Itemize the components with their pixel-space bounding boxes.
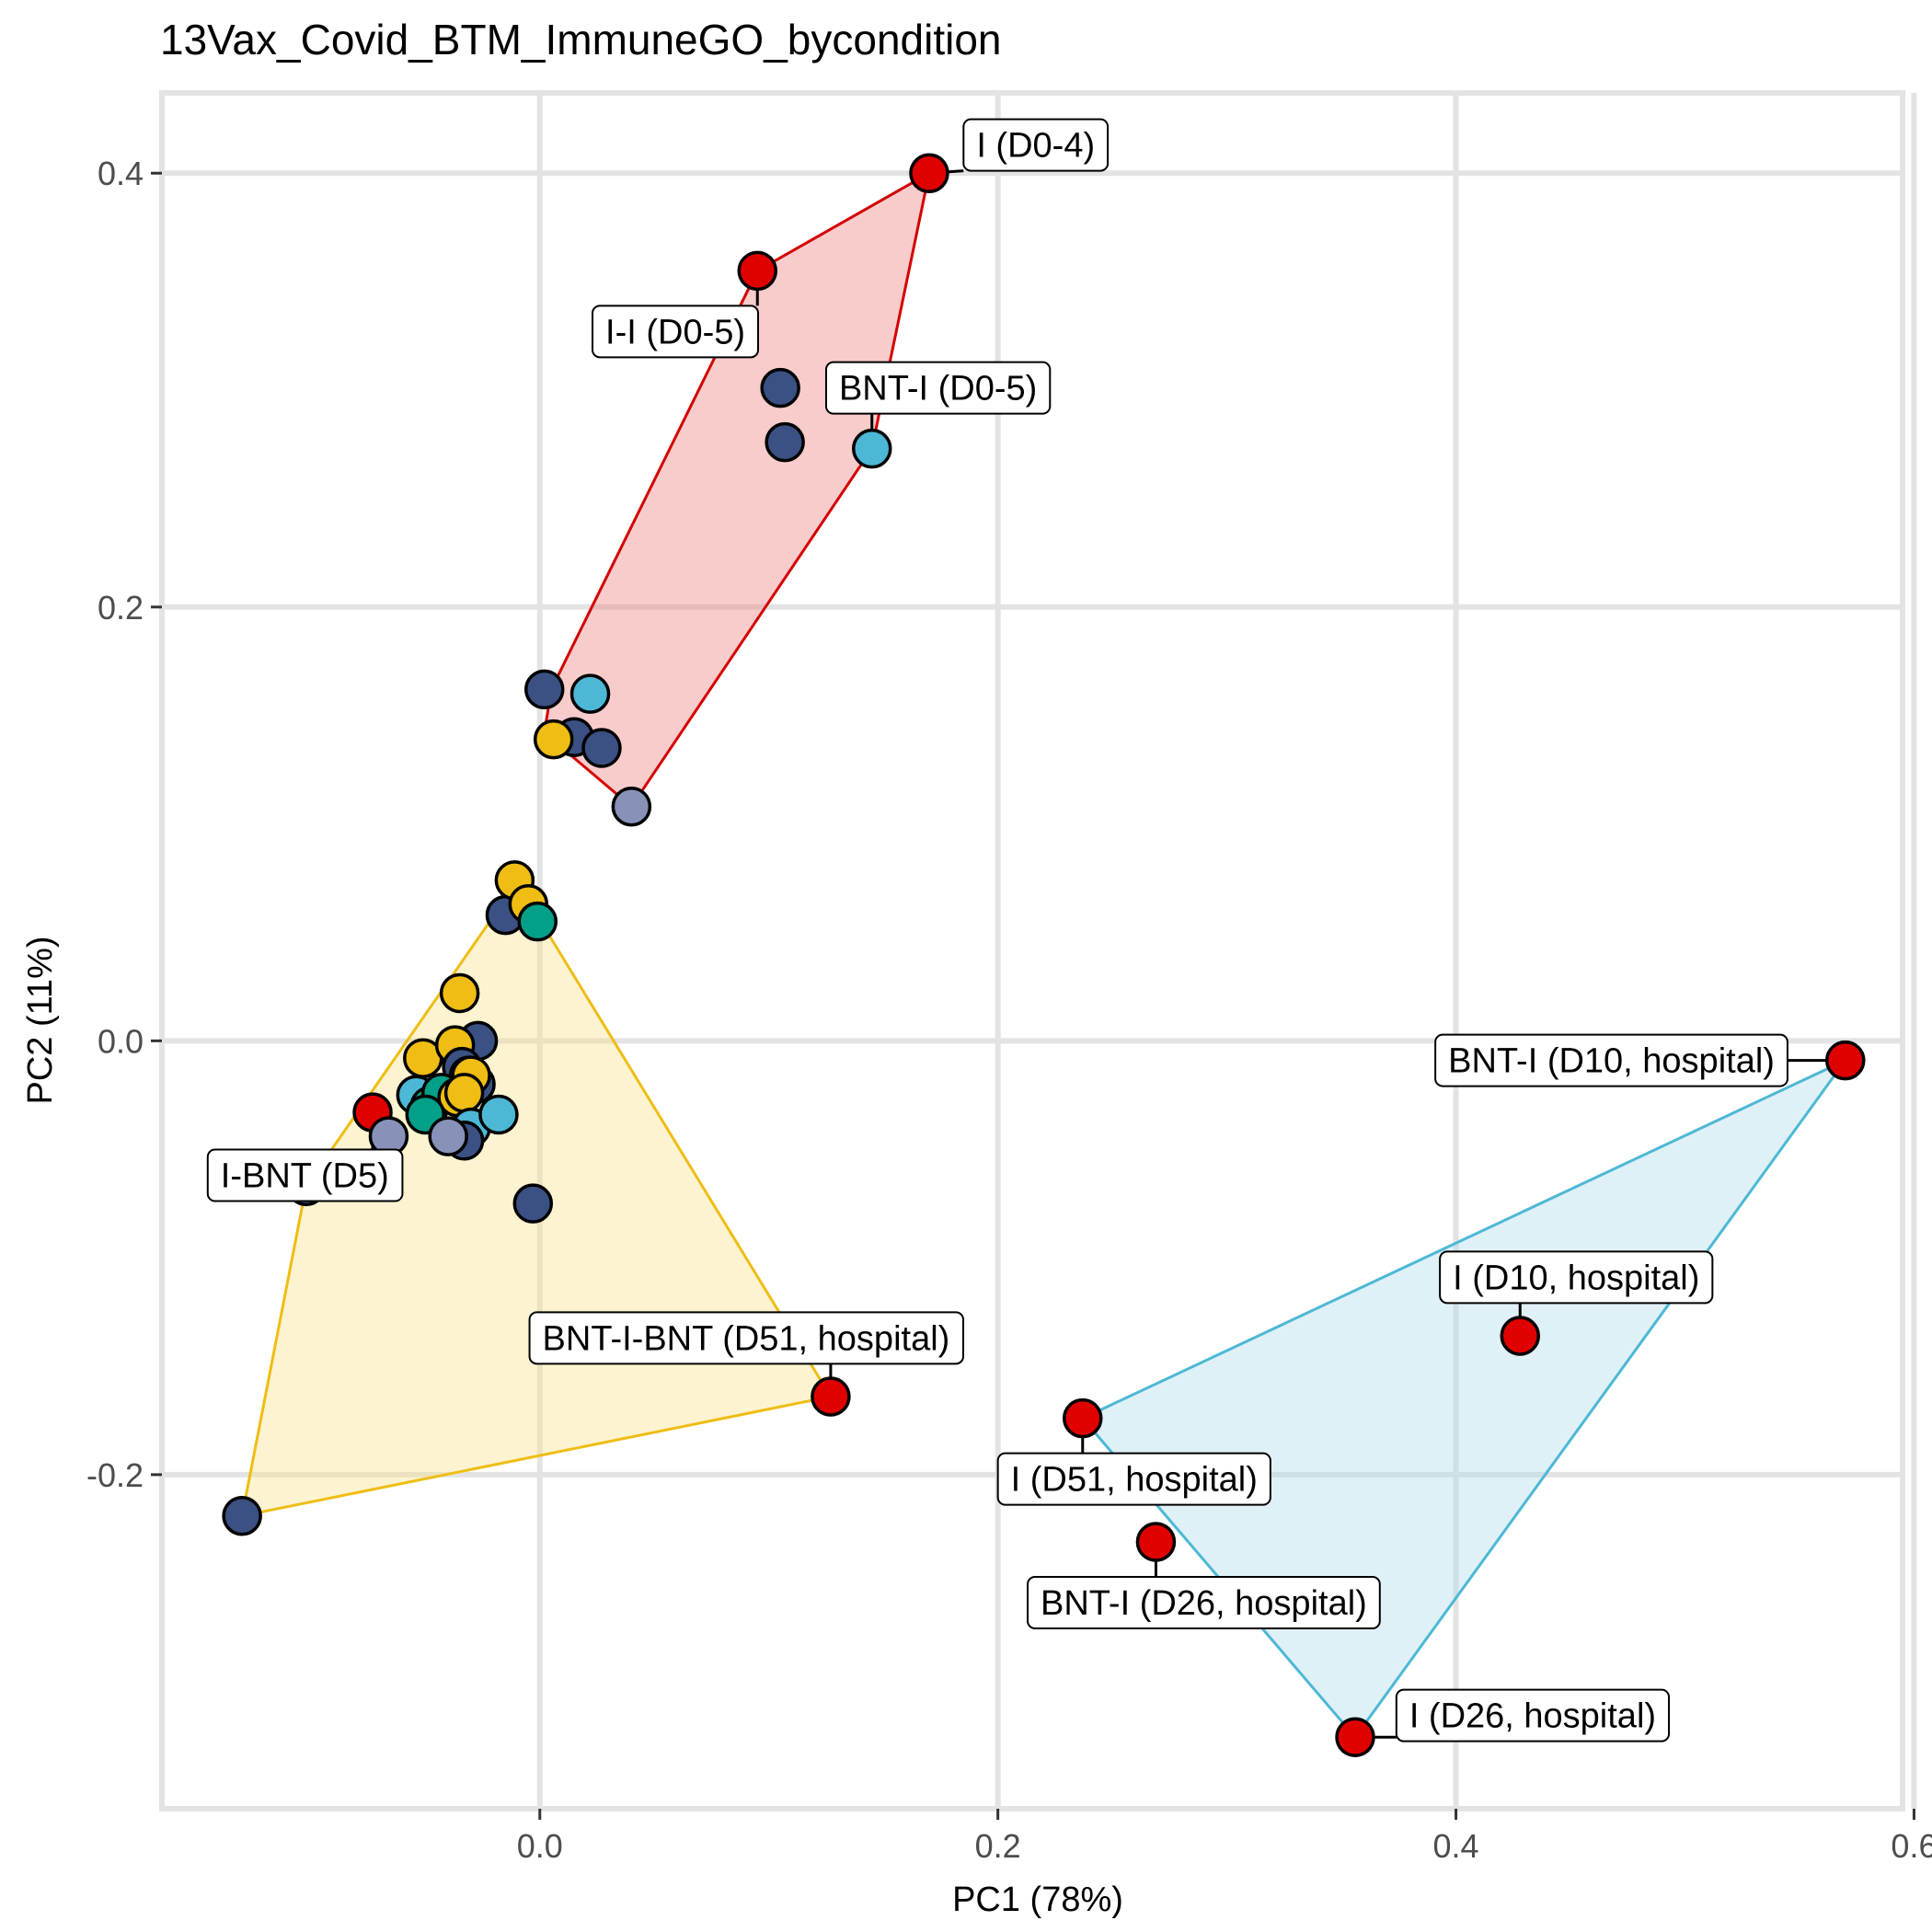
data-point-8 (581, 728, 622, 768)
x-tick-label-1: 0.2 (975, 1827, 1021, 1865)
y-axis-title: PC2 (11%) (21, 936, 60, 1104)
x-axis-title: PC1 (78%) (952, 1880, 1123, 1919)
panel-border (159, 90, 1905, 1811)
data-points (222, 153, 1866, 1757)
data-point-39 (1825, 1040, 1866, 1081)
x-tick-label-0: 0.0 (517, 1827, 563, 1865)
data-point-10 (611, 786, 652, 827)
label-box-7 (996, 1452, 1271, 1506)
point-label-5: BNT-I (D10, hospital) (1448, 1042, 1775, 1081)
data-point-6 (569, 673, 611, 714)
x-axis-ticks: 0.0 0.2 0.4 0.6 (517, 1809, 1932, 1865)
panel-background (162, 93, 1903, 1809)
point-label-6: I (D10, hospital) (1453, 1259, 1699, 1297)
data-point-5 (523, 669, 565, 710)
data-point-38 (222, 1495, 262, 1536)
label-box-4 (528, 1311, 964, 1365)
data-point-1 (737, 250, 778, 292)
data-point-37 (811, 1376, 851, 1417)
panel-frame (159, 90, 1905, 1811)
label-box-2 (824, 361, 1052, 415)
data-point-2 (760, 367, 800, 408)
data-point-32 (428, 1116, 468, 1156)
point-label-7: I (D51, hospital) (1011, 1461, 1258, 1500)
point-labels: I (D0-4) I-I (D0-5) BNT-I (D0-5) I-BNT (D5)… (206, 118, 1788, 1742)
y-tick-label-3: 0.4 (98, 155, 144, 192)
x-tick-label-3: 0.6 (1891, 1827, 1932, 1865)
data-point-42 (1135, 1522, 1177, 1562)
label-box-5 (1434, 1033, 1788, 1087)
data-point-43 (1335, 1717, 1375, 1757)
label-box-9 (1395, 1688, 1671, 1742)
label-box-3 (206, 1148, 404, 1202)
x-tick-label-2: 0.4 (1433, 1827, 1479, 1865)
point-label-3: I-BNT (D5) (221, 1157, 389, 1196)
data-point-14 (517, 901, 558, 942)
plot-panel (162, 93, 1903, 1809)
label-box-6 (1439, 1250, 1714, 1305)
y-tick-label-1: 0.0 (98, 1022, 144, 1060)
y-axis-ticks: -0.2 0.0 0.2 0.4 (86, 155, 162, 1494)
label-box-8 (1027, 1576, 1381, 1630)
label-box-1 (592, 305, 760, 359)
point-label-1: I-I (D0-5) (605, 313, 745, 351)
data-point-9 (533, 719, 574, 760)
chart-title: 13Vax_Covid_BTM_ImmuneGO_bycondition (160, 16, 1002, 63)
data-point-27 (443, 1073, 485, 1113)
label-box-0 (962, 118, 1110, 172)
point-label-8: BNT-I (D26, hospital) (1041, 1584, 1367, 1623)
point-label-2: BNT-I (D0-5) (839, 370, 1037, 408)
y-tick-label-2: 0.2 (98, 589, 144, 627)
point-label-4: BNT-I-BNT (D51, hospital) (543, 1319, 950, 1358)
data-point-40 (1500, 1316, 1541, 1356)
data-point-30 (478, 1094, 519, 1135)
data-point-0 (909, 153, 949, 193)
data-point-41 (1063, 1397, 1103, 1439)
data-point-4 (851, 428, 892, 469)
point-label-9: I (D26, hospital) (1409, 1697, 1656, 1736)
data-point-3 (765, 421, 805, 463)
data-point-15 (439, 972, 480, 1014)
point-label-0: I (D0-4) (976, 127, 1095, 166)
data-point-36 (512, 1183, 554, 1224)
y-tick-label-0: -0.2 (86, 1456, 144, 1494)
